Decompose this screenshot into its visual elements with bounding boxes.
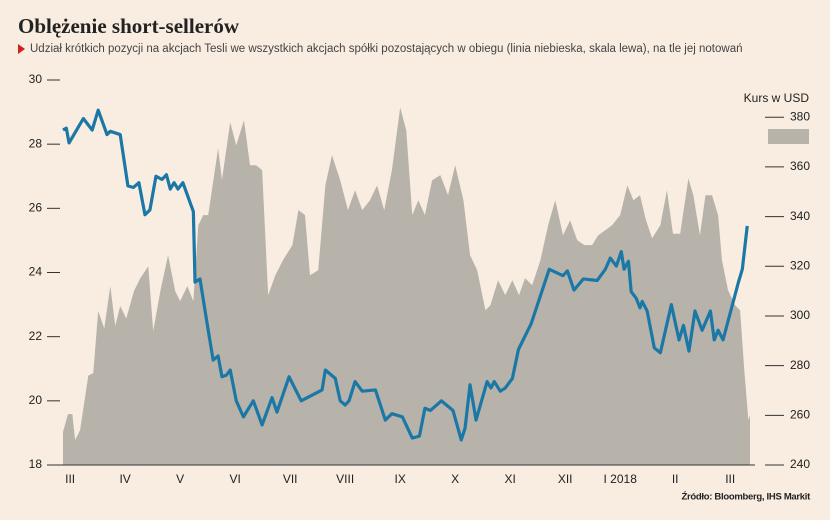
x-tick-label: V xyxy=(176,472,184,486)
chart-title: Oblężenie short-sellerów xyxy=(18,14,240,38)
legend-label: Kurs w USD xyxy=(744,91,810,105)
x-tick-label: VIII xyxy=(336,472,354,486)
y-tick-label: 20 xyxy=(29,393,43,407)
x-tick-label: XI xyxy=(505,472,516,486)
x-tick-label: III xyxy=(725,472,735,486)
y2-tick-label: 360 xyxy=(790,159,810,173)
price-area xyxy=(63,107,750,466)
y-tick-label: 24 xyxy=(29,265,43,279)
y-tick-label: 26 xyxy=(29,201,43,215)
x-tick-label: VII xyxy=(283,472,298,486)
x-tick-label: IV xyxy=(119,472,130,486)
x-tick-label: X xyxy=(451,472,459,486)
y2-tick-label: 260 xyxy=(790,407,810,421)
subtitle: Udział krótkich pozycji na akcjach Tesli… xyxy=(30,43,742,55)
y2-tick-label: 320 xyxy=(790,258,810,272)
y-tick-label: 22 xyxy=(29,329,43,343)
x-tick-label: IX xyxy=(395,472,406,486)
y2-tick-label: 300 xyxy=(790,308,810,322)
y2-tick-label: 340 xyxy=(790,209,810,223)
x-tick-label: XII xyxy=(558,472,573,486)
legend-swatch xyxy=(768,129,809,144)
source: Źródło: Bloomberg, IHS Markit xyxy=(681,492,811,503)
y-tick-label: 28 xyxy=(29,136,43,150)
x-tick-label: VI xyxy=(229,472,240,486)
short-interest-line xyxy=(62,108,749,442)
y2-tick-label: 240 xyxy=(790,457,810,471)
x-tick-label: I 2018 xyxy=(604,472,638,486)
x-tick-label: II xyxy=(672,472,679,486)
y-tick-label: 18 xyxy=(29,457,43,471)
subtitle-marker xyxy=(18,44,25,54)
y2-tick-label: 380 xyxy=(790,109,810,123)
y-tick-label: 30 xyxy=(29,72,43,86)
y2-tick-label: 280 xyxy=(790,358,810,372)
x-tick-label: III xyxy=(65,472,75,486)
